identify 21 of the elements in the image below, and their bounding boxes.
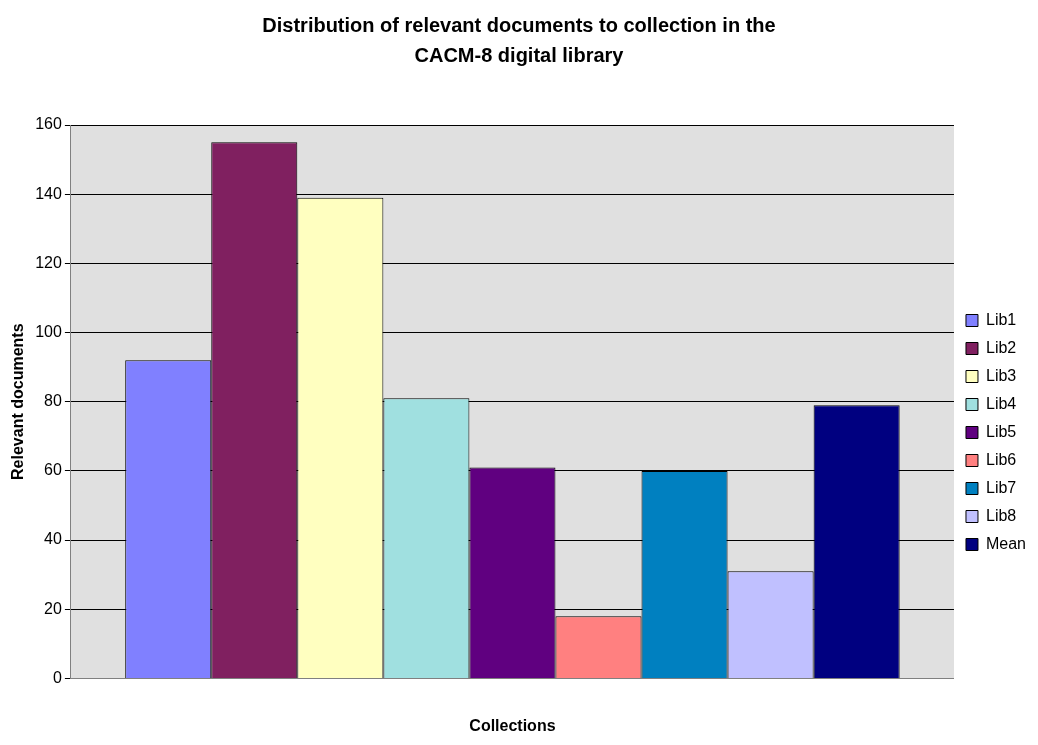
legend-label: Lib3 xyxy=(985,366,1017,384)
y-tick-label: 40 xyxy=(44,530,62,548)
y-tick-label: 60 xyxy=(44,461,62,479)
legend-label: Lib4 xyxy=(985,394,1017,412)
y-tick-label: 100 xyxy=(35,322,62,340)
y-tick-label: 0 xyxy=(52,668,62,686)
x-axis-title: Collections xyxy=(469,716,556,734)
legend-label: Lib2 xyxy=(985,338,1017,356)
legend-label: Mean xyxy=(985,534,1027,552)
y-axis-title: Relevant documents xyxy=(9,323,27,480)
y-tick-label: 80 xyxy=(44,392,62,410)
y-tick-label: 120 xyxy=(35,253,62,271)
chart-title: Distribution of relevant documents to collection in the CACM-8 digital library xyxy=(261,13,777,68)
legend-label: Lib5 xyxy=(985,422,1017,440)
legend-label: Lib1 xyxy=(985,310,1017,328)
legend-label: Lib7 xyxy=(985,478,1017,496)
y-tick-label: 160 xyxy=(35,115,62,133)
legend-label: Lib6 xyxy=(985,450,1017,468)
legend-label: Lib8 xyxy=(985,506,1017,524)
y-tick-label: 140 xyxy=(35,184,62,202)
y-tick-label: 20 xyxy=(44,599,62,617)
